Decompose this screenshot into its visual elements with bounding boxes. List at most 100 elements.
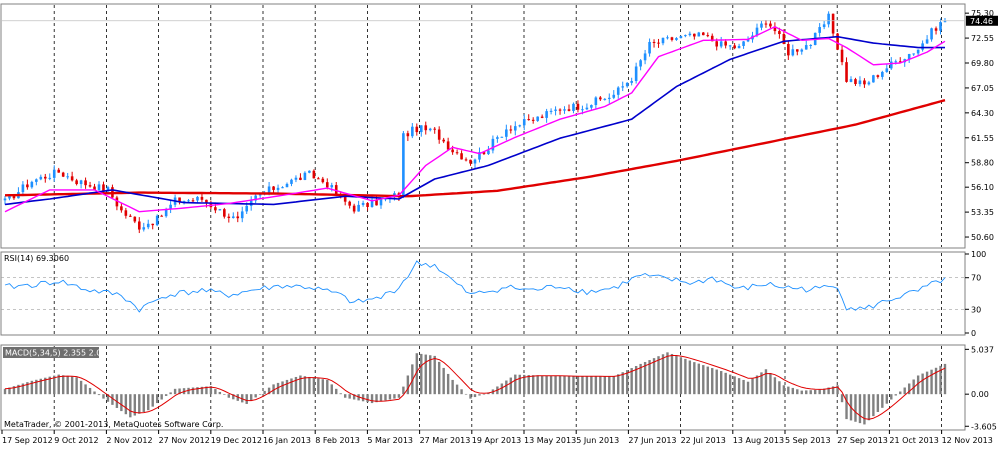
candle-body	[43, 176, 47, 179]
candle-body	[169, 204, 172, 210]
macd-bar	[760, 372, 763, 395]
macd-bar	[129, 394, 132, 418]
candle-body	[840, 49, 844, 63]
candle-body	[21, 184, 25, 193]
candle-body	[670, 37, 674, 40]
macd-bar	[249, 394, 253, 401]
macd-bar	[124, 394, 128, 415]
price-panel[interactable]	[0, 3, 966, 249]
candle-body	[8, 194, 11, 199]
candle-body	[657, 42, 660, 44]
macd-bar	[326, 379, 329, 395]
macd-bar	[178, 388, 181, 395]
macd-bar	[858, 394, 862, 424]
candle-body	[733, 45, 736, 49]
macd-bar	[254, 394, 257, 398]
macd-bar	[630, 368, 633, 395]
rsi-axis: 100 70 30 0	[965, 250, 986, 338]
candle-body	[540, 116, 544, 118]
candle-body	[102, 184, 105, 192]
macd-bar	[764, 369, 768, 395]
macd-bar	[706, 366, 709, 395]
time-tick-label: 19 Dec 2012	[211, 436, 262, 445]
macd-bar	[232, 394, 235, 400]
candle-body	[464, 159, 468, 161]
macd-bar	[294, 376, 298, 395]
macd-bar	[818, 389, 821, 395]
price-panel-frame	[0, 3, 966, 249]
macd-bar	[478, 394, 481, 396]
candle-body	[666, 37, 669, 39]
macd-bar	[17, 384, 20, 395]
candle-body	[200, 196, 204, 200]
macd-bar	[576, 376, 580, 395]
macd-bar	[312, 377, 316, 395]
candle-body	[70, 176, 74, 181]
macd-bar	[276, 382, 280, 395]
time-tick-label: 17 Sep 2012	[2, 436, 53, 445]
macd-bar	[102, 394, 105, 399]
rsi-tick-label: 30	[971, 305, 981, 314]
candle-body	[357, 204, 360, 212]
macd-bar	[35, 379, 38, 395]
time-tick-label: 12 Nov 2013	[942, 436, 993, 445]
last-price-label: 74.46	[970, 17, 993, 26]
macd-bar	[437, 361, 441, 395]
macd-bar	[191, 387, 195, 395]
macd-bar	[836, 385, 839, 395]
macd-bar	[473, 394, 477, 398]
macd-bar	[12, 386, 16, 395]
macd-bar	[30, 380, 34, 395]
macd-bar	[258, 394, 262, 395]
candle-body	[737, 45, 741, 49]
price-tick-label: 75.30	[971, 9, 994, 18]
macd-bar	[402, 386, 405, 395]
rsi-tick-label: 70	[971, 274, 981, 283]
candle-body	[894, 61, 898, 63]
candle-body	[513, 126, 517, 131]
candle-body	[800, 49, 804, 52]
macd-bar	[679, 357, 683, 395]
candle-body	[129, 215, 132, 217]
macd-bar	[661, 354, 665, 395]
macd-bar	[590, 376, 593, 395]
time-tick-label: 19 Apr 2013	[472, 436, 521, 445]
macd-bar	[693, 362, 696, 395]
candle-body	[818, 27, 821, 33]
candle-body	[527, 119, 531, 121]
macd-bar	[751, 378, 754, 395]
candle-body	[491, 138, 495, 151]
macd-bar	[106, 394, 110, 402]
macd-panel[interactable]: MACD(5,34,5) 2.355 2.085 MetaTrader, © 2…	[0, 344, 966, 431]
candle-body	[684, 35, 687, 37]
macd-bar	[460, 389, 463, 395]
candle-body	[872, 75, 875, 83]
macd-bar	[26, 382, 29, 395]
macd-bar	[845, 394, 848, 420]
macd-bar	[111, 394, 114, 405]
candle-body	[361, 202, 365, 205]
macd-bar	[907, 383, 911, 395]
candle-body	[594, 97, 598, 106]
macd-bar	[21, 383, 25, 395]
last-price-box	[966, 15, 998, 26]
macd-bar	[352, 394, 356, 400]
candle-body	[572, 103, 575, 111]
macd-bar	[84, 384, 87, 395]
macd-bar	[455, 384, 459, 395]
candle-body	[554, 109, 557, 111]
macd-bar	[151, 394, 154, 407]
candle-body	[137, 221, 141, 230]
macd-bar	[769, 373, 772, 395]
candle-body	[809, 44, 813, 46]
macd-bar	[420, 353, 423, 395]
macd-bar	[805, 390, 808, 395]
candle-body	[912, 53, 915, 55]
candle-body	[240, 211, 244, 219]
price-tick-label: 61.55	[971, 134, 994, 143]
rsi-panel[interactable]: RSI(14) 69.3060	[0, 251, 966, 336]
candle-body	[75, 180, 78, 185]
macd-bar	[514, 374, 517, 395]
